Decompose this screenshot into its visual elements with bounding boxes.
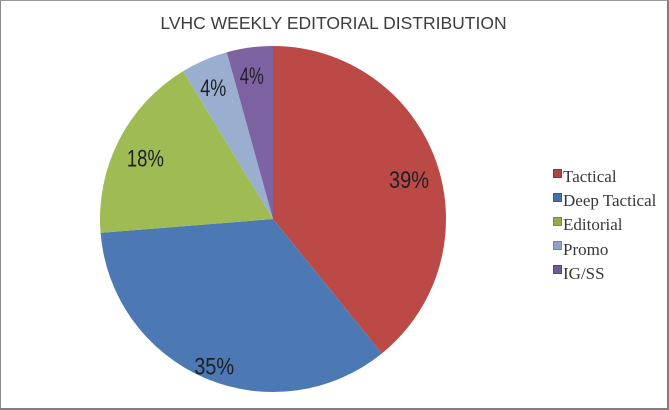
svg-text:4%: 4% bbox=[200, 75, 226, 102]
svg-text:4%: 4% bbox=[240, 63, 264, 90]
svg-text:39%: 39% bbox=[389, 167, 429, 194]
svg-text:18%: 18% bbox=[127, 146, 164, 173]
svg-text:35%: 35% bbox=[194, 354, 234, 381]
